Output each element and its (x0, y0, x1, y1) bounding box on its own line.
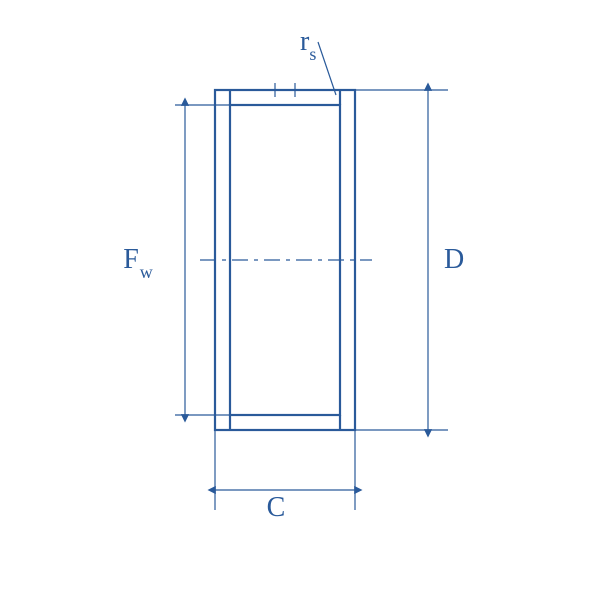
bearing-body (200, 83, 372, 430)
label-d: D (444, 244, 464, 275)
label-fw-main: F (123, 244, 139, 275)
label-c: C (267, 492, 286, 523)
label-rs: rs (300, 26, 316, 64)
bearing-diagram: rs Fw D C (0, 0, 600, 600)
label-rs-sub: s (309, 44, 316, 64)
label-fw: Fw (123, 244, 153, 282)
label-fw-sub: w (140, 262, 153, 282)
